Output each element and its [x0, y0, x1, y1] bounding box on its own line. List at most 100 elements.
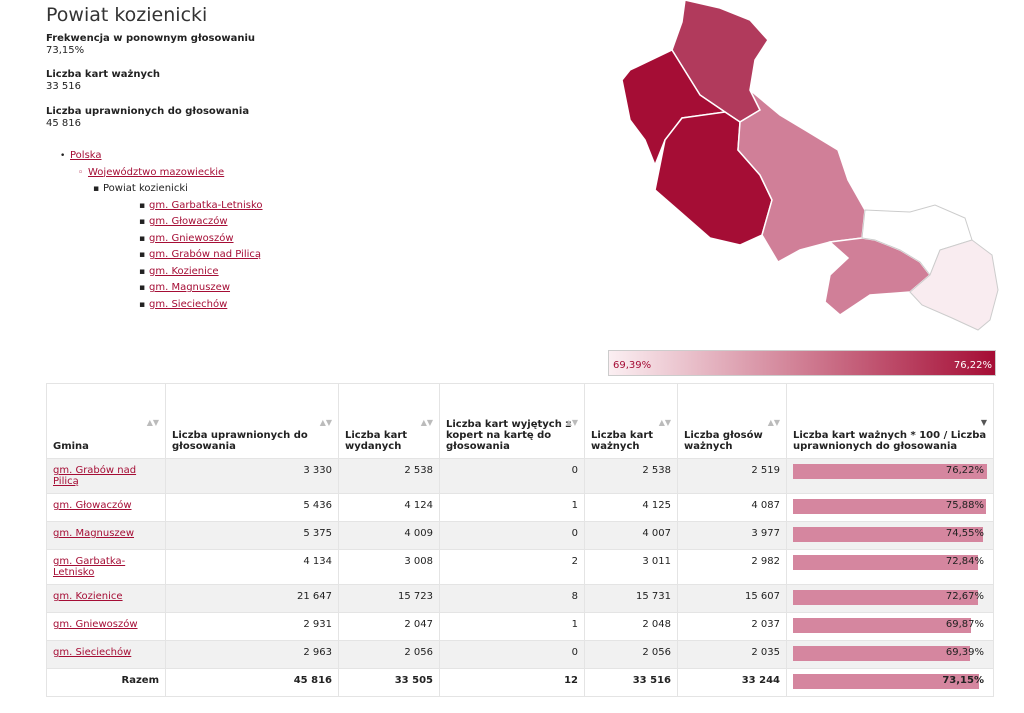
sort-icon[interactable]: ▲▼ [146, 418, 159, 427]
cell-glosy: 3 977 [677, 521, 787, 550]
pct-bar-fill [793, 499, 987, 514]
table-row: gm. Grabów nad Pilicą 3 330 2 538 0 2 538 2 5… [46, 458, 994, 494]
county-map [621, 0, 999, 331]
bullet-icon: ▪ [139, 200, 146, 211]
pct-value: 69,39% [945, 647, 984, 658]
cell-wydane: 2 538 [338, 458, 440, 494]
pct-bar: 69,39% [793, 646, 987, 661]
pct-value: 75,88% [945, 500, 984, 511]
link-gmina-row[interactable]: gm. Głowaczów [53, 500, 132, 511]
link-gmina[interactable]: gm. Grabów nad Pilicą [149, 249, 262, 260]
col-header-wydane[interactable]: Liczba kart wydanych ▲▼ [338, 383, 440, 459]
stat-valid-cards: Liczba kart ważnych 33 516 [46, 69, 160, 92]
link-gmina-row[interactable]: gm. Gniewoszów [53, 619, 138, 630]
cell-pct: 74,55% [786, 521, 994, 550]
cell-gmina: gm. Gniewoszów [46, 612, 166, 641]
link-gmina[interactable]: gm. Magnuszew [149, 282, 231, 293]
cell-glosy: 33 244 [677, 668, 787, 697]
table-total-row: Razem 45 816 33 505 12 33 516 33 244 73,15% [46, 668, 994, 697]
col-header-gmina[interactable]: Gmina ▲▼ [46, 383, 166, 459]
link-gmina-row[interactable]: gm. Kozienice [53, 591, 123, 602]
cell-pct: 69,87% [786, 612, 994, 641]
stat-label: Liczba kart ważnych [46, 69, 161, 80]
bullet-icon: ▪ [139, 217, 146, 227]
link-polska[interactable]: Polska [70, 150, 102, 161]
cell-wazne: 4 007 [584, 521, 678, 550]
col-header-wyjete[interactable]: Liczba kart wyjętych z kopert na kartę d… [439, 383, 585, 459]
cell-wyjete: 0 [439, 458, 585, 494]
cell-wazne: 2 538 [584, 458, 678, 494]
stat-eligible: Liczba uprawnionych do głosowania 45 816 [46, 106, 249, 129]
map-region-sieciechow[interactable] [909, 239, 999, 331]
cell-wazne: 2 056 [584, 640, 678, 669]
page-title: Powiat kozienicki [46, 4, 208, 26]
link-gmina[interactable]: gm. Kozienice [149, 265, 219, 277]
link-gmina[interactable]: gm. Głowaczów [149, 216, 228, 227]
stat-turnout: Frekwencja w ponownym głosowaniu 73,15% [46, 33, 255, 56]
sort-icon[interactable]: ▲▼ [767, 418, 780, 427]
cell-uprawnieni: 45 816 [165, 668, 339, 697]
table-row: gm. Kozienice 21 647 15 723 8 15 731 15 607 72… [46, 584, 994, 613]
link-gmina[interactable]: gm. Gniewoszów [149, 232, 234, 244]
pct-bar-fill [793, 464, 987, 479]
col-header-pct[interactable]: Liczba kart ważnych * 100 / Liczba upraw… [786, 383, 994, 459]
link-wojewodztwo[interactable]: Województwo mazowieckie [88, 166, 225, 178]
current-county: Powiat kozienicki [103, 183, 188, 194]
pct-bar: 72,84% [793, 555, 987, 570]
pct-value: 76,22% [945, 465, 984, 476]
map-region-grabow[interactable] [621, 49, 728, 168]
cell-wydane: 2 056 [338, 640, 440, 669]
col-header-uprawnieni[interactable]: Liczba uprawnionych do głosowania ▲▼ [165, 383, 339, 459]
sort-icon[interactable]: ▲▼ [658, 418, 671, 427]
pct-value: 73,15% [942, 675, 984, 686]
cell-wazne: 33 516 [584, 668, 678, 697]
results-table: Gmina ▲▼ Liczba uprawnionych do głosowani… [46, 383, 994, 697]
sort-icon[interactable]: ▲▼ [420, 418, 433, 427]
cell-glosy: 2 037 [677, 612, 787, 641]
table-row: gm. Magnuszew 5 375 4 009 0 4 007 3 977 74,55% [46, 521, 994, 550]
pct-bar-fill [793, 674, 980, 689]
bullet-icon: ▪ [93, 184, 100, 194]
stat-value: 45 816 [46, 118, 81, 129]
bullet-icon: ▪ [139, 250, 146, 260]
cell-uprawnieni: 5 375 [165, 521, 339, 550]
cell-uprawnieni: 21 647 [165, 584, 339, 613]
cell-glosy: 4 087 [677, 493, 787, 522]
map-region-kozienice[interactable] [737, 89, 866, 264]
cell-wazne: 3 011 [584, 549, 678, 585]
table-row: gm. Głowaczów 5 436 4 124 1 4 125 4 087 75,88% [46, 493, 994, 522]
cell-gmina: gm. Kozienice [46, 584, 166, 613]
bullet-icon: ▪ [139, 299, 146, 310]
pct-bar: 72,67% [793, 590, 987, 605]
cell-wydane: 3 008 [338, 549, 440, 585]
cell-wyjete: 2 [439, 549, 585, 585]
pct-bar: 75,88% [793, 499, 987, 514]
cell-wydane: 15 723 [338, 584, 440, 613]
cell-glosy: 2 982 [677, 549, 787, 585]
link-gmina-row[interactable]: gm. Grabów nad Pilicą [53, 465, 137, 487]
stat-label: Liczba uprawnionych do głosowania [46, 106, 250, 117]
link-gmina-row[interactable]: gm. Garbatka-Letnisko [53, 556, 126, 578]
link-gmina[interactable]: gm. Garbatka-Letnisko [149, 199, 263, 211]
cell-pct: 73,15% [786, 668, 994, 697]
pct-bar-fill [793, 590, 978, 605]
link-gmina-row[interactable]: gm. Magnuszew [53, 528, 135, 539]
cell-pct: 75,88% [786, 493, 994, 522]
sort-icon[interactable]: ▲▼ [565, 418, 578, 427]
col-header-glosy[interactable]: Liczba głosów ważnych ▲▼ [677, 383, 787, 459]
col-header-wazne[interactable]: Liczba kart ważnych ▲▼ [584, 383, 678, 459]
cell-uprawnieni: 2 963 [165, 640, 339, 669]
link-gmina-row[interactable]: gm. Sieciechów [53, 647, 132, 658]
sort-desc-icon[interactable]: ▼ [980, 418, 987, 427]
link-gmina[interactable]: gm. Sieciechów [149, 298, 228, 310]
cell-glosy: 2 519 [677, 458, 787, 494]
pct-bar: 69,87% [793, 618, 987, 633]
bullet-icon: ▪ [139, 266, 146, 277]
pct-value: 72,84% [945, 556, 984, 567]
pct-value: 69,87% [945, 619, 984, 630]
cell-wazne: 2 048 [584, 612, 678, 641]
table-row: gm. Gniewoszów 2 931 2 047 1 2 048 2 037 69,87… [46, 612, 994, 641]
cell-wydane: 33 505 [338, 668, 440, 697]
cell-gmina: Razem [46, 668, 166, 697]
sort-icon[interactable]: ▲▼ [319, 418, 332, 427]
